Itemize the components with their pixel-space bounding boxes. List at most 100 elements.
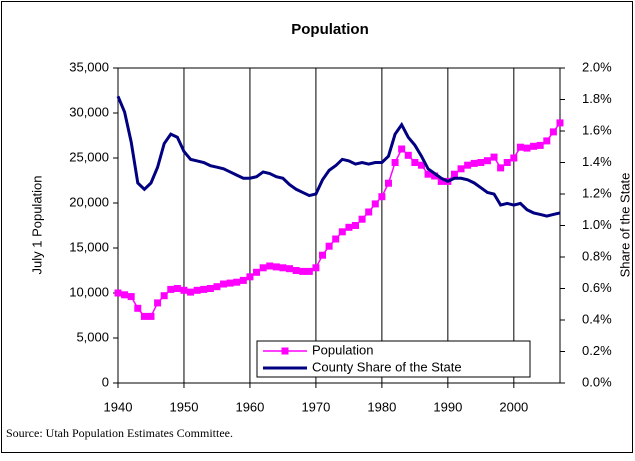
data-point <box>332 235 340 243</box>
data-point <box>398 145 406 153</box>
y-tick-label: 35,000 <box>69 59 109 74</box>
data-point <box>239 276 247 284</box>
data-point <box>477 159 485 166</box>
data-point <box>530 142 538 150</box>
data-point <box>114 289 122 297</box>
data-point <box>127 293 135 301</box>
data-point <box>226 279 234 287</box>
y-tick-label: 0 <box>102 374 109 389</box>
data-point <box>391 159 399 166</box>
data-point <box>450 170 458 178</box>
data-point <box>180 286 188 294</box>
data-point <box>160 292 168 300</box>
data-point <box>503 159 511 166</box>
data-point <box>457 165 465 173</box>
x-tick-label: 2000 <box>499 399 528 414</box>
y2-tick-label: 1.8% <box>582 91 612 106</box>
data-point <box>556 119 564 127</box>
data-point <box>187 288 195 296</box>
data-point <box>206 285 214 292</box>
y2-tick-label: 0.6% <box>582 280 612 295</box>
y-tick-label: 20,000 <box>69 194 109 209</box>
data-point <box>259 264 267 272</box>
data-point <box>404 151 412 159</box>
data-point <box>213 283 221 291</box>
y2-tick-label: 0.4% <box>582 311 612 326</box>
data-point <box>121 291 129 299</box>
y2-axis-label: Share of the State <box>617 173 632 278</box>
data-point <box>200 285 208 293</box>
data-point <box>536 141 544 149</box>
y-tick-label: 10,000 <box>69 284 109 299</box>
y-tick-label: 5,000 <box>76 329 109 344</box>
data-point <box>543 137 551 145</box>
data-point <box>312 264 320 272</box>
data-point <box>140 312 148 320</box>
y2-tick-label: 0.0% <box>582 374 612 389</box>
y-tick-label: 15,000 <box>69 239 109 254</box>
source-note: Source: Utah Population Estimates Commit… <box>6 426 233 440</box>
data-point <box>516 143 524 151</box>
data-point <box>286 265 294 273</box>
x-tick-label: 1950 <box>170 399 199 414</box>
data-point <box>384 179 392 187</box>
data-point <box>167 285 175 293</box>
x-tick-label: 1960 <box>235 399 264 414</box>
data-point <box>173 285 181 292</box>
y-tick-label: 30,000 <box>69 104 109 119</box>
x-tick-label: 1940 <box>104 399 133 414</box>
chart-title: Population <box>291 21 369 38</box>
y2-tick-label: 0.2% <box>582 343 612 358</box>
data-point <box>246 273 254 281</box>
data-point <box>431 172 439 180</box>
data-point <box>371 200 379 208</box>
y2-tick-label: 2.0% <box>582 59 612 74</box>
data-point <box>305 267 313 275</box>
data-point <box>549 128 557 136</box>
data-point <box>411 159 419 166</box>
data-point <box>417 161 425 169</box>
data-point <box>358 215 366 223</box>
y2-tick-label: 1.4% <box>582 154 612 169</box>
data-point <box>351 222 359 229</box>
data-point <box>424 170 432 178</box>
data-point <box>193 286 201 294</box>
data-point <box>292 267 300 274</box>
data-point <box>345 223 353 231</box>
legend-label: Population <box>312 342 373 357</box>
data-point <box>325 242 333 250</box>
data-point <box>378 193 386 201</box>
data-point <box>147 312 155 320</box>
x-tick-label: 1970 <box>301 399 330 414</box>
data-point <box>338 228 346 236</box>
legend-label: County Share of the State <box>312 359 462 374</box>
y2-tick-label: 1.0% <box>582 217 612 232</box>
data-point <box>233 278 241 286</box>
data-point <box>154 299 162 307</box>
data-point <box>437 177 445 185</box>
data-point <box>134 304 142 312</box>
y-axis-label: July 1 Population <box>29 175 44 274</box>
x-tick-label: 1990 <box>433 399 462 414</box>
data-point <box>319 251 327 259</box>
legend-box <box>256 340 531 378</box>
data-point <box>365 208 373 216</box>
data-point <box>220 280 228 288</box>
legend-symbol <box>281 347 289 355</box>
data-point <box>299 267 307 275</box>
data-point <box>510 154 518 162</box>
data-point <box>272 263 280 271</box>
data-point <box>470 159 478 167</box>
data-point <box>253 268 261 276</box>
y2-tick-label: 0.8% <box>582 248 612 263</box>
y2-tick-label: 1.6% <box>582 122 612 137</box>
x-tick-label: 1980 <box>367 399 396 414</box>
y2-tick-label: 1.2% <box>582 185 612 200</box>
y-tick-label: 25,000 <box>69 149 109 164</box>
data-point <box>464 161 472 169</box>
series-line <box>116 95 561 218</box>
data-point <box>279 264 287 272</box>
data-point <box>483 157 491 165</box>
data-point <box>266 262 274 270</box>
